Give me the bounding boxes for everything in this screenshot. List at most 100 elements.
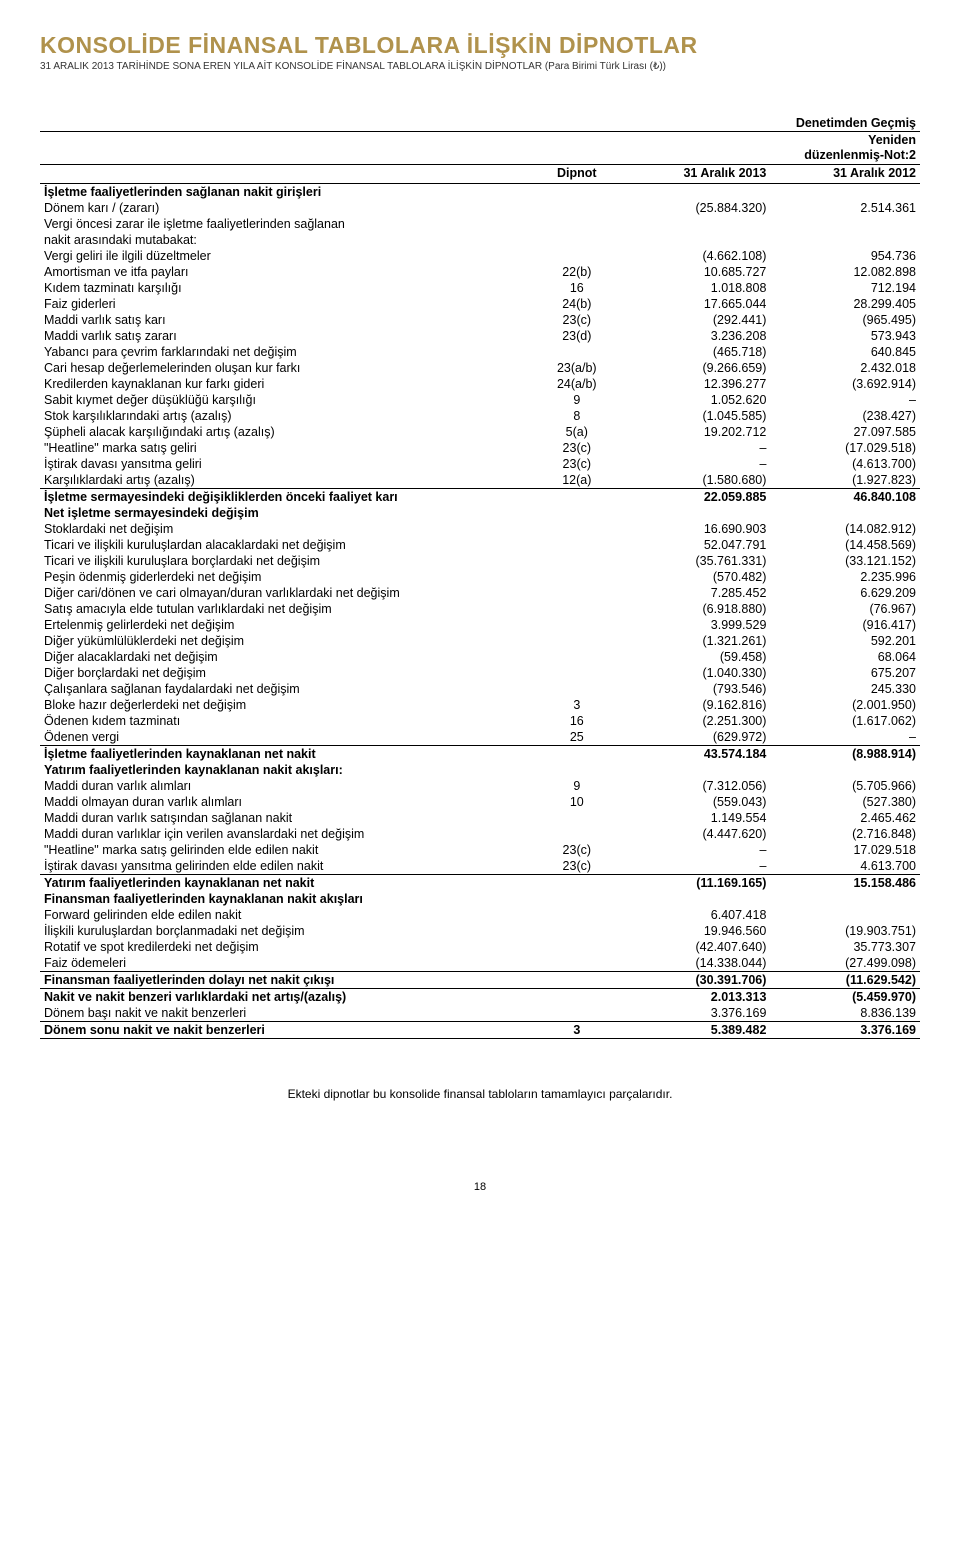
table-row: Vergi geliri ile ilgili düzeltmeler(4.66… [40,248,920,264]
row-value-2013 [621,216,771,232]
row-note: 23(c) [533,456,621,472]
row-value-2012: (916.417) [770,617,920,633]
row-value-2013: (559.043) [621,794,771,810]
table-row: Finansman faaliyetlerinden kaynaklanan n… [40,891,920,907]
row-note [533,569,621,585]
row-value-2013: 3.376.169 [621,1005,771,1022]
page-number: 18 [40,1181,920,1193]
table-row: "Heatline" marka satış gelirinden elde e… [40,842,920,858]
row-value-2012: (1.617.062) [770,713,920,729]
row-value-2013: (1.040.330) [621,665,771,681]
row-note [533,553,621,569]
row-label: Maddi olmayan duran varlık alımları [40,794,533,810]
table-row: İlişkili kuruluşlardan borçlanmadaki net… [40,923,920,939]
table-row: Dönem sonu nakit ve nakit benzerleri35.3… [40,1022,920,1039]
table-row: İştirak davası yansıtma gelirinden elde … [40,858,920,875]
row-value-2013: (30.391.706) [621,972,771,989]
table-row: Sabit kıymet değer düşüklüğü karşılığı91… [40,392,920,408]
row-value-2012: 27.097.585 [770,424,920,440]
row-note: 23(c) [533,312,621,328]
header-row: Dipnot 31 Aralık 2013 31 Aralık 2012 [40,165,920,184]
row-value-2012: (76.967) [770,601,920,617]
row-note: 3 [533,1022,621,1039]
row-value-2012: (33.121.152) [770,553,920,569]
row-value-2013: 43.574.184 [621,746,771,763]
row-value-2013: 3.999.529 [621,617,771,633]
row-label: Diğer alacaklardaki net değişim [40,649,533,665]
table-row: Cari hesap değerlemelerinden oluşan kur … [40,360,920,376]
table-row: Maddi duran varlık alımları9(7.312.056)(… [40,778,920,794]
row-value-2013: (1.321.261) [621,633,771,649]
row-label: Yatırım faaliyetlerinden kaynaklanan nak… [40,762,533,778]
table-row: Diğer alacaklardaki net değişim(59.458)6… [40,649,920,665]
row-value-2013 [621,505,771,521]
row-value-2013: (14.338.044) [621,955,771,972]
row-value-2012: – [770,729,920,746]
row-label: Maddi varlık satış zararı [40,328,533,344]
row-label: "Heatline" marka satış gelirinden elde e… [40,842,533,858]
row-value-2012: 3.376.169 [770,1022,920,1039]
row-value-2012: (238.427) [770,408,920,424]
row-note: 24(b) [533,296,621,312]
row-note: 23(a/b) [533,360,621,376]
row-value-2012: (5.705.966) [770,778,920,794]
row-note [533,184,621,201]
table-row: Finansman faaliyetlerinden dolayı net na… [40,972,920,989]
table-row: Diğer borçlardaki net değişim(1.040.330)… [40,665,920,681]
row-value-2013: 2.013.313 [621,989,771,1006]
row-note: 23(c) [533,440,621,456]
row-value-2013 [621,762,771,778]
table-row: Forward gelirinden elde edilen nakit 6.40… [40,907,920,923]
table-row: İşletme sermayesindeki değişikliklerden … [40,489,920,506]
row-note [533,248,621,264]
row-value-2013: (59.458) [621,649,771,665]
row-value-2013: (1.580.680) [621,472,771,489]
row-label: Forward gelirinden elde edilen nakit [40,907,533,923]
row-value-2013: (629.972) [621,729,771,746]
table-row: Amortisman ve itfa payları22(b)10.685.72… [40,264,920,280]
table-row: Net işletme sermayesindeki değişim [40,505,920,521]
row-label: Ödenen vergi [40,729,533,746]
row-value-2012 [770,184,920,201]
row-note: 23(c) [533,842,621,858]
row-note [533,907,621,923]
row-value-2013: (42.407.640) [621,939,771,955]
row-value-2012 [770,505,920,521]
row-note [533,989,621,1006]
audit-row: Denetimden Geçmiş [40,112,920,132]
row-value-2013: (11.169.165) [621,875,771,892]
row-value-2012: 28.299.405 [770,296,920,312]
row-note: 24(a/b) [533,376,621,392]
row-note [533,216,621,232]
table-row: Çalışanlara sağlanan faydalardaki net de… [40,681,920,697]
row-value-2012: 2.465.462 [770,810,920,826]
row-value-2013: 12.396.277 [621,376,771,392]
row-note [533,891,621,907]
row-label: Cari hesap değerlemelerinden oluşan kur … [40,360,533,376]
row-note [533,972,621,989]
restated-label: Yeniden düzenlenmiş-Not:2 [770,132,920,165]
row-note: 9 [533,392,621,408]
row-value-2012: 15.158.486 [770,875,920,892]
row-note: 16 [533,280,621,296]
row-value-2012: (1.927.823) [770,472,920,489]
row-label: İlişkili kuruluşlardan borçlanmadaki net… [40,923,533,939]
audit-label: Denetimden Geçmiş [621,112,920,132]
table-row: Stok karşılıklarındaki artış (azalış)8(1… [40,408,920,424]
row-value-2013: 6.407.418 [621,907,771,923]
table-row: Yatırım faaliyetlerinden kaynaklanan net… [40,875,920,892]
row-note: 9 [533,778,621,794]
row-label: Çalışanlara sağlanan faydalardaki net de… [40,681,533,697]
row-note [533,762,621,778]
row-label: Diğer yükümlülüklerdeki net değişim [40,633,533,649]
row-label: Stoklardaki net değişim [40,521,533,537]
row-value-2013 [621,184,771,201]
row-value-2012: 2.235.996 [770,569,920,585]
row-label: Finansman faaliyetlerinden dolayı net na… [40,972,533,989]
row-value-2012 [770,891,920,907]
table-row: Maddi varlık satış karı23(c)(292.441)(96… [40,312,920,328]
row-value-2012: (27.499.098) [770,955,920,972]
row-note: 23(d) [533,328,621,344]
row-value-2013: 19.946.560 [621,923,771,939]
row-note [533,200,621,216]
